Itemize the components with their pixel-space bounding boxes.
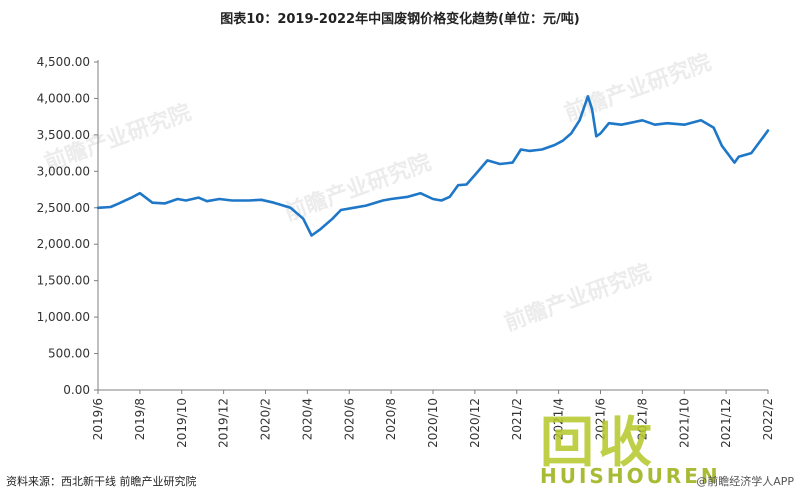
x-tick-label: 2021/2 [510, 398, 524, 440]
overlay-logo: 回收 HUISHOUREN [540, 398, 740, 494]
y-tick-label: 2,000.00 [37, 237, 90, 251]
x-tick-label: 2020/8 [384, 398, 398, 440]
y-tick-label: 4,500.00 [37, 55, 90, 69]
x-tick-label: 2020/2 [259, 398, 273, 440]
x-tick-label: 2021/10 [677, 398, 691, 448]
x-tick-label: 2019/6 [91, 398, 105, 440]
y-tick-label: 3,000.00 [37, 164, 90, 178]
y-tick-label: 0.00 [63, 383, 90, 397]
x-tick-label: 2021/12 [719, 398, 733, 448]
x-tick-label: 2019/8 [133, 398, 147, 440]
y-tick-label: 2,500.00 [37, 201, 90, 215]
y-tick-label: 4,000.00 [37, 91, 90, 105]
x-tick-label: 2021/6 [594, 398, 608, 440]
x-tick-label: 2020/6 [342, 398, 356, 440]
x-tick-label: 2021/4 [552, 398, 566, 440]
x-tick-label: 2019/12 [217, 398, 231, 448]
y-tick-label: 1,500.00 [37, 274, 90, 288]
credit-note: @前瞻经济学人APP [696, 475, 794, 488]
y-tick-label: 1,000.00 [37, 310, 90, 324]
y-tick-label: 3,500.00 [37, 128, 90, 142]
x-tick-label: 2020/10 [426, 398, 440, 448]
footer: 资料来源：西北新干线 前瞻产业研究院 @前瞻经济学人APP [6, 473, 794, 491]
y-tick-label: 500.00 [48, 347, 90, 361]
price-series-line [96, 95, 770, 237]
chart-title: 图表10：2019-2022年中国废钢价格变化趋势(单位：元/吨) [220, 12, 580, 27]
x-tick-label: 2019/10 [175, 398, 189, 448]
x-tick-label: 2020/12 [468, 398, 482, 448]
x-tick-label: 2022/2 [761, 398, 775, 440]
source-note: 资料来源：西北新干线 前瞻产业研究院 [6, 475, 197, 488]
x-tick-label: 2021/8 [635, 398, 649, 440]
overlay-logo-brand: HUISHOUREN [540, 464, 721, 488]
overlay-logo-glyphs: 回收 [540, 411, 656, 474]
x-tick-label: 2020/4 [300, 398, 314, 440]
